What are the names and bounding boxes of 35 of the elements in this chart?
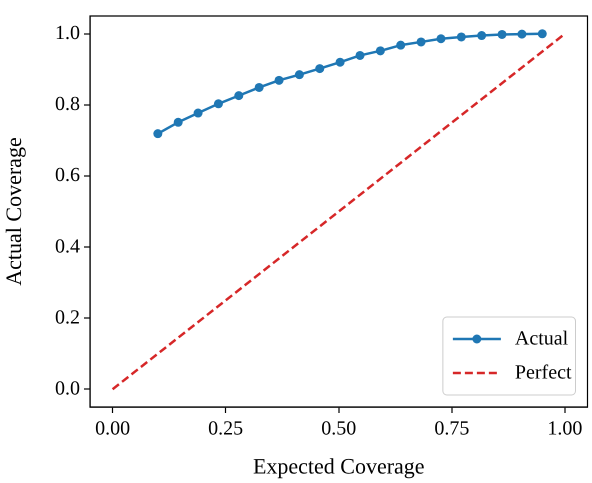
point <box>436 34 446 44</box>
legend-label: Actual <box>514 327 569 350</box>
y-axis-title: Actual Coverage <box>0 137 26 286</box>
x-tick-label: 0.50 <box>321 417 356 440</box>
point <box>234 91 244 100</box>
x-tick-label: 0.00 <box>95 417 130 440</box>
point <box>214 99 223 108</box>
x-axis-title: Expected Coverage <box>252 454 425 479</box>
point <box>416 37 426 46</box>
y-tick-label: 0.2 <box>55 306 80 328</box>
point <box>376 46 385 56</box>
point <box>396 40 406 50</box>
y-tick-label: 0.4 <box>55 235 80 258</box>
point <box>356 50 365 60</box>
point <box>194 108 203 118</box>
point <box>174 118 183 127</box>
point <box>315 64 324 74</box>
point <box>336 58 345 67</box>
y-tick-label: 0.6 <box>55 164 80 186</box>
point <box>274 76 284 85</box>
point <box>517 30 526 39</box>
x-tick-label: 0.75 <box>434 417 470 440</box>
point <box>498 30 507 39</box>
point <box>538 29 547 38</box>
point <box>153 129 162 138</box>
point <box>456 32 466 42</box>
x-tick-label: 1.00 <box>547 417 582 440</box>
x-tick-label: 0.25 <box>208 417 244 440</box>
y-tick-label: 1.0 <box>55 22 80 44</box>
point <box>294 70 304 80</box>
point <box>477 31 486 40</box>
legend-label: Perfect <box>514 361 572 384</box>
point <box>254 82 264 92</box>
y-tick-label: 0.8 <box>55 93 80 116</box>
y-tick-label: 0.0 <box>55 377 80 400</box>
